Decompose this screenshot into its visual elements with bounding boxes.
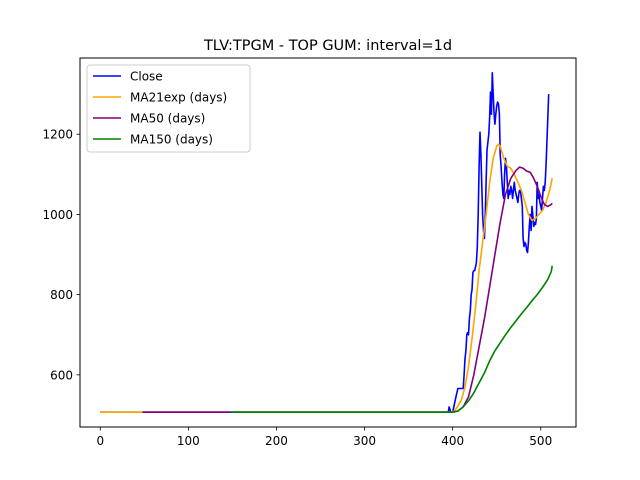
x-tick-label: 0	[96, 434, 104, 448]
x-tick-label: 400	[441, 434, 464, 448]
series-line-ma21exp-days	[100, 143, 553, 414]
x-tick-label: 500	[529, 434, 552, 448]
legend-label: MA21exp (days)	[130, 91, 227, 105]
axes-layer	[79, 57, 577, 428]
x-tick-label: 200	[265, 434, 288, 448]
legend-label: MA50 (days)	[130, 112, 205, 126]
y-tick-label: 800	[50, 288, 73, 302]
plot-frame	[79, 57, 577, 428]
x-tick-label: 100	[177, 434, 200, 448]
series-layer	[100, 72, 553, 414]
y-tick-label: 1200	[42, 128, 73, 142]
ticks-layer: 0 100 200 300 400 500 600 800 1000 1200	[42, 128, 552, 448]
legend-label: Close	[130, 70, 163, 84]
legend-box	[86, 64, 251, 153]
legend: Close MA21exp (days) MA50 (days) MA150 (day…	[86, 64, 251, 153]
series-line-ma50-days	[142, 166, 553, 414]
x-tick-label: 300	[353, 434, 376, 448]
chart-title: TLV:TPGM - TOP GUM: interval=1d	[203, 38, 452, 54]
legend-label: MA150 (days)	[130, 133, 213, 147]
y-tick-label: 1000	[42, 208, 73, 222]
y-tick-label: 600	[50, 368, 73, 382]
series-line-ma150-days	[230, 265, 553, 414]
